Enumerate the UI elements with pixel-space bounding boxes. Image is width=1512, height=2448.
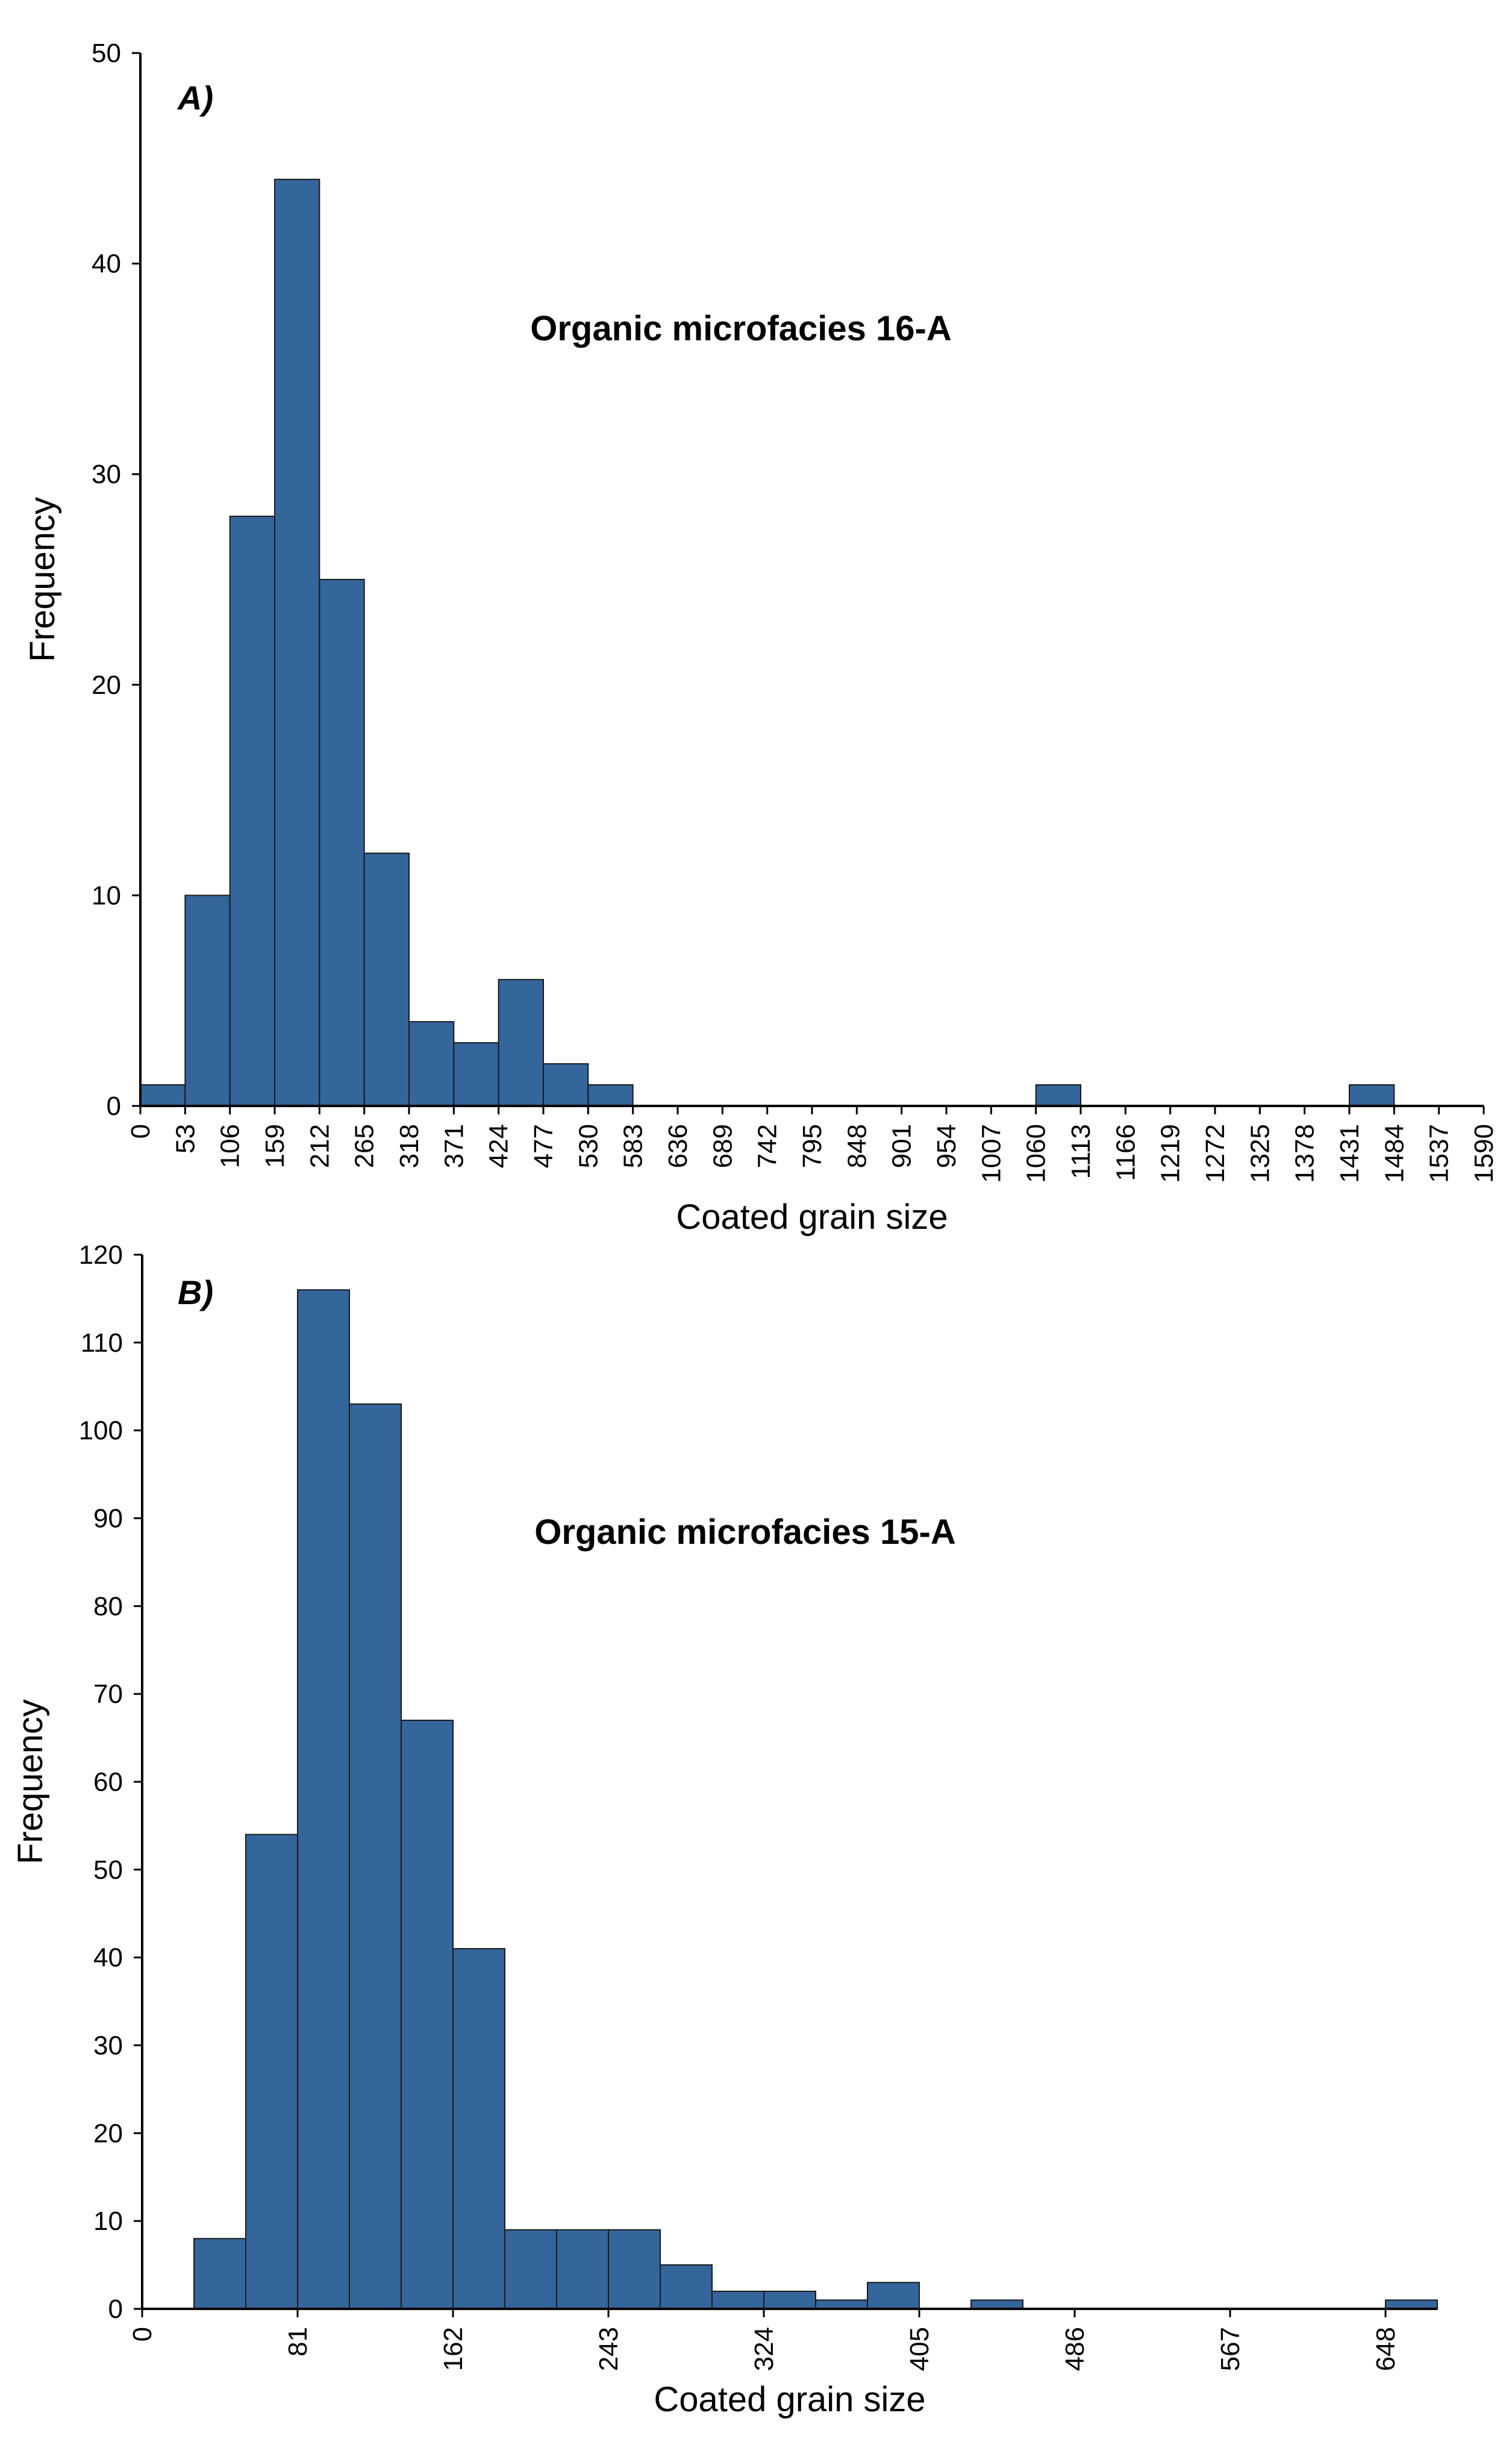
histogram-bar	[498, 979, 545, 1107]
y-tick-label: 20	[92, 670, 121, 700]
y-tick-label: 10	[93, 2206, 123, 2236]
histogram-panel-a: 0 10 20 30 40 50 0 53 106 159 212 265 318 371 424 477 53…	[23, 39, 1499, 1237]
x-tick-label: 1325	[1245, 1124, 1275, 1183]
x-tick-label: 636	[663, 1124, 693, 1168]
x-tick-label: 848	[842, 1124, 872, 1168]
x-tick-label: 901	[887, 1124, 917, 1168]
x-tick-label: 530	[573, 1124, 603, 1168]
histogram-bar	[1385, 2299, 1438, 2310]
histogram-bar	[608, 2229, 661, 2309]
histogram-bar	[1349, 1084, 1395, 1107]
x-tick-label: 1166	[1111, 1124, 1140, 1181]
histogram-bar	[401, 1719, 454, 2310]
y-tick-label: 100	[79, 1416, 123, 1446]
histogram-bar	[363, 852, 410, 1107]
x-tick-label: 265	[350, 1124, 380, 1168]
y-tick-label: 0	[108, 2294, 123, 2324]
histogram-bar	[193, 2238, 246, 2309]
x-tick-label: 0	[128, 2327, 157, 2341]
x-tick-label: 324	[749, 2327, 779, 2371]
histogram-bar	[660, 2264, 713, 2309]
x-tick-label: 405	[905, 2327, 934, 2371]
x-tick-label: 53	[170, 1124, 200, 1154]
histogram-bar	[245, 1834, 298, 2309]
y-tick-label: 80	[93, 1591, 123, 1621]
histogram-bar	[452, 1948, 505, 2309]
histogram-bar	[229, 516, 275, 1107]
y-tick-label: 40	[93, 1943, 123, 1973]
x-tick-label: 371	[439, 1124, 469, 1168]
x-tick-label: 243	[594, 2327, 623, 2371]
x-tick-label: 1060	[1022, 1124, 1051, 1183]
x-tick-label: 486	[1060, 2327, 1090, 2371]
x-tick-label: 1219	[1156, 1124, 1186, 1183]
y-tick-label: 40	[92, 249, 121, 279]
x-tick-label: 567	[1216, 2327, 1245, 2371]
histogram-bar	[408, 1021, 455, 1107]
x-tick-label: 689	[708, 1124, 737, 1168]
x-tick-label: 477	[529, 1124, 558, 1168]
histogram-bar	[970, 2299, 1023, 2310]
x-tick-label: 1272	[1201, 1124, 1230, 1183]
histogram-bar	[815, 2299, 868, 2310]
histogram-bar	[587, 1084, 634, 1107]
x-tick-label: 424	[484, 1124, 514, 1168]
histogram-bar	[184, 895, 231, 1107]
panel-label: B)	[178, 1273, 213, 1311]
panel-label: A)	[177, 79, 213, 117]
x-tick-label: 1537	[1425, 1124, 1454, 1183]
histogram-bar	[763, 2290, 816, 2309]
x-tick-label: 162	[439, 2327, 468, 2371]
x-tick-label: 1378	[1290, 1124, 1320, 1183]
y-tick-label: 30	[93, 2031, 123, 2061]
y-tick-label: 60	[93, 1767, 123, 1797]
histogram-bar	[543, 1063, 589, 1107]
chart-title: Organic microfacies 16-A	[530, 309, 952, 348]
histogram-bar	[867, 2282, 920, 2309]
chart-title: Organic microfacies 15-A	[534, 1513, 956, 1552]
y-tick-label: 90	[93, 1504, 123, 1534]
histogram-bar	[711, 2290, 764, 2309]
x-tick-label: 81	[283, 2327, 313, 2356]
y-tick-label: 30	[92, 460, 121, 489]
x-tick-label: 159	[260, 1124, 290, 1168]
x-axis-title: Coated grain size	[676, 1197, 948, 1237]
x-tick-label: 106	[216, 1124, 245, 1168]
x-tick-label: 318	[395, 1124, 424, 1168]
histogram-bar	[274, 178, 320, 1107]
y-axis-title: Frequency	[23, 497, 62, 662]
histogram-bar	[319, 579, 365, 1107]
y-tick-label: 50	[93, 1855, 123, 1885]
x-tick-label: 1007	[976, 1124, 1006, 1183]
histogram-bar	[297, 1289, 350, 2309]
x-tick-label: 795	[798, 1124, 827, 1168]
x-tick-label: 1590	[1469, 1124, 1499, 1183]
x-tick-label: 1113	[1066, 1124, 1096, 1179]
histogram-bar	[1035, 1084, 1081, 1107]
x-tick-label: 742	[753, 1124, 783, 1168]
y-tick-label: 70	[93, 1679, 123, 1709]
x-tick-label: 954	[932, 1124, 961, 1168]
x-tick-label: 1431	[1335, 1124, 1364, 1183]
x-tick-label: 648	[1371, 2327, 1401, 2371]
histogram-bar	[453, 1042, 499, 1107]
x-tick-label: 1484	[1379, 1124, 1409, 1183]
y-tick-label: 110	[81, 1328, 123, 1358]
histogram-panel-b: 0 10 20 30 40 50 60 70 80 90 100 110 120 0 81 162 243 324…	[11, 1240, 1438, 2419]
x-tick-label: 583	[619, 1124, 648, 1168]
histogram-bar	[140, 1084, 186, 1107]
x-tick-label: 0	[126, 1124, 155, 1138]
x-axis-title: Coated grain size	[654, 2380, 925, 2419]
y-tick-label: 50	[92, 39, 121, 68]
x-tick-label: 212	[305, 1124, 334, 1168]
y-tick-label: 120	[79, 1240, 123, 1270]
histogram-bar	[504, 2229, 557, 2309]
histogram-bar	[556, 2229, 609, 2309]
y-axis-title: Frequency	[11, 1699, 50, 1864]
y-tick-label: 10	[92, 881, 121, 910]
histogram-bar	[349, 1403, 402, 2310]
y-tick-label: 20	[93, 2119, 123, 2148]
y-tick-label: 0	[107, 1091, 121, 1121]
